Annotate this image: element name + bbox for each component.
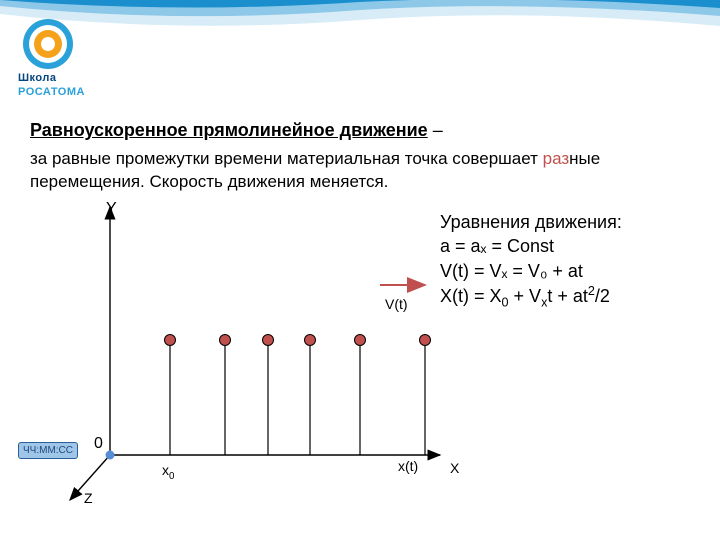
origin-label: 0: [94, 435, 103, 453]
slide-subheading: за равные промежутки времени материальна…: [30, 148, 690, 194]
motion-diagram: [30, 195, 460, 515]
z-axis-label: Z: [84, 490, 93, 506]
slide-heading: Равноускоренное прямолинейное движение –: [30, 120, 690, 141]
equations-title: Уравнения движения:: [440, 210, 622, 234]
equation-line-2: V(t) = Vₓ = V₀ + at: [440, 259, 622, 283]
x0-label: x0: [162, 462, 174, 482]
equations-block: Уравнения движения: a = aₓ = Const V(t) …: [440, 210, 622, 311]
xt-label: x(t): [398, 458, 418, 474]
timer-badge: ЧЧ:ММ:СС: [18, 442, 78, 459]
equation-line-1: a = aₓ = Const: [440, 234, 622, 258]
logo-swirl-icon: [22, 18, 74, 70]
y-axis-label: Y: [106, 200, 117, 218]
brand-line1: Школа: [18, 72, 138, 84]
heading-strong: Равноускоренное прямолинейное движение: [30, 120, 428, 140]
x-axis-label: X: [450, 460, 459, 476]
brand-logo: Школа РОСАТОМА: [18, 18, 138, 98]
heading-dash: –: [433, 120, 443, 140]
brand-line2: РОСАТОМА: [18, 86, 138, 98]
equation-line-3: X(t) = X0 + Vxt + at2/2: [440, 283, 622, 312]
vt-label: V(t): [385, 296, 408, 312]
